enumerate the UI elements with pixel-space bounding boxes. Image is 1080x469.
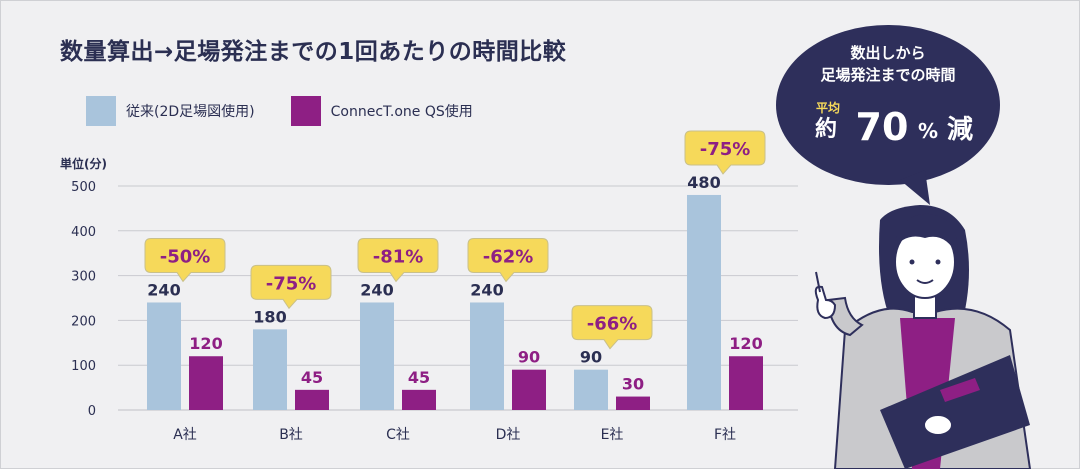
bar-new	[616, 396, 650, 410]
reduction-label: -62%	[483, 246, 534, 267]
reduction-callout: -50%	[144, 237, 226, 283]
y-tick-label: 300	[71, 270, 96, 285]
bar-new	[295, 389, 329, 410]
data-label-old: 90	[580, 348, 602, 367]
reduction-callout: -75%	[684, 130, 766, 175]
bubble-percent: %	[918, 119, 938, 143]
reduction-callout: -75%	[250, 264, 332, 310]
y-tick-label: 200	[71, 314, 96, 329]
bubble-value: 70	[856, 105, 909, 149]
bar-old	[360, 302, 394, 410]
callout-box	[144, 237, 226, 283]
bar-new	[189, 356, 223, 410]
x-category-label: A社	[173, 427, 197, 443]
reduction-label: -50%	[160, 246, 211, 267]
data-label-new: 45	[301, 368, 323, 387]
y-tick-label: 0	[88, 404, 96, 419]
reduction-label: -75%	[266, 273, 317, 294]
bubble-suffix: 減	[947, 115, 973, 145]
x-category-label: C社	[386, 427, 410, 443]
bubble-line1: 数出しから	[850, 44, 925, 62]
speech-bubble: 数出しから 足場発注までの時間 平均 約 70 % 減	[776, 25, 1000, 205]
data-label-old: 240	[147, 280, 180, 299]
callout-box	[684, 130, 766, 175]
x-category-label: F社	[714, 427, 736, 443]
reduction-callout: -62%	[467, 237, 549, 283]
data-label-old: 240	[470, 280, 503, 299]
bar-new	[729, 356, 763, 410]
legend-label-old: 従来(2D足場図使用)	[126, 104, 255, 120]
data-label-old: 240	[360, 280, 393, 299]
grid-layer	[118, 185, 798, 411]
bubble-line2: 足場発注までの時間	[820, 66, 955, 84]
y-tick-label: 400	[71, 225, 96, 240]
y-axis-unit-label: 単位(分)	[60, 156, 107, 171]
legend-label-new: ConnecT.one QS使用	[330, 104, 473, 120]
data-label-new: 90	[518, 348, 540, 367]
data-label-new: 45	[408, 368, 430, 387]
x-category-label: E社	[601, 427, 624, 443]
reduction-label: -81%	[373, 246, 424, 267]
bar-old	[253, 329, 287, 410]
bubble-approx: 約	[815, 116, 837, 142]
data-label-new: 120	[189, 334, 222, 353]
legend-swatch-old	[86, 96, 116, 126]
reduction-label: -75%	[700, 139, 751, 160]
chart-title: 数量算出→足場発注までの1回あたりの時間比較	[60, 39, 567, 65]
legend: 従来(2D足場図使用) ConnecT.one QS使用	[86, 96, 509, 126]
labels-layer: 単位(分) 0 100 200 300 400 500 240 120 A社 180 45 B社 240 4…	[60, 156, 763, 443]
x-category-label: B社	[279, 427, 303, 443]
bar-new	[402, 389, 436, 410]
bubble-prefix: 平均	[816, 100, 840, 115]
data-label-old: 480	[687, 173, 720, 192]
bar-new	[512, 369, 546, 410]
bar-old	[147, 302, 181, 410]
y-tick-label: 100	[71, 359, 96, 374]
legend-item-new: ConnecT.one QS使用	[290, 96, 473, 126]
bars-layer	[147, 194, 763, 410]
presenter-illustration	[814, 205, 1032, 469]
x-category-label: D社	[496, 427, 521, 443]
legend-swatch-new	[290, 96, 321, 126]
data-label-old: 180	[253, 307, 286, 326]
callout-layer: -50% -75% -81% -62% -66% -75%	[144, 130, 766, 350]
bar-old	[470, 302, 504, 410]
data-label-new: 120	[729, 334, 762, 353]
callout-box	[571, 305, 653, 350]
bar-old	[574, 369, 608, 410]
callout-box	[357, 237, 439, 283]
reduction-label: -66%	[587, 314, 638, 335]
callout-box	[467, 237, 549, 283]
reduction-callout: -81%	[357, 237, 439, 283]
legend-item-old: 従来(2D足場図使用)	[86, 96, 255, 126]
data-label-new: 30	[622, 375, 644, 394]
reduction-callout: -66%	[571, 305, 653, 350]
callout-box	[250, 264, 332, 310]
bar-old	[687, 194, 721, 410]
y-tick-label: 500	[71, 180, 96, 195]
